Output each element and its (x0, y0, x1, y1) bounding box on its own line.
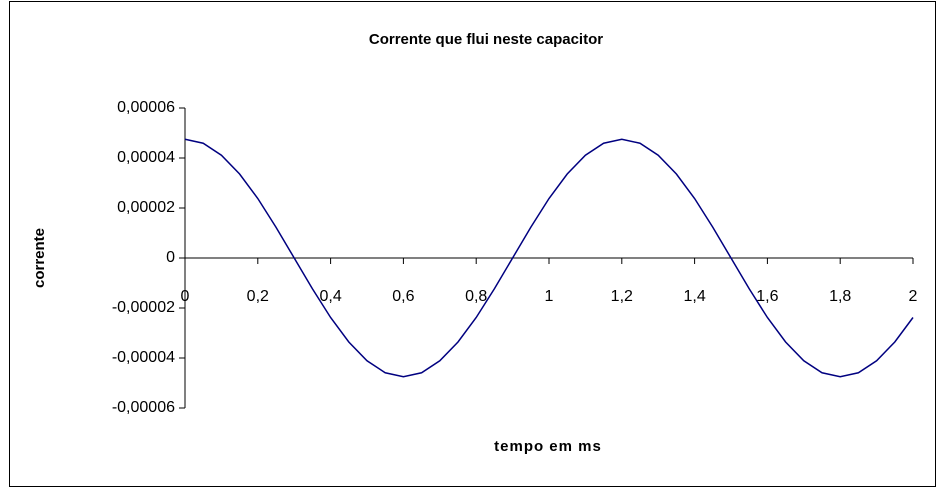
x-tick-label: 1,4 (683, 288, 705, 305)
y-axis-label: corrente (31, 228, 48, 288)
x-tick-label: 0 (181, 288, 190, 305)
y-tick-label: -0,00006 (112, 399, 175, 416)
x-tick-label: 0,2 (247, 288, 269, 305)
chart-title: Corrente que flui neste capacitor (369, 31, 603, 48)
line-series (184, 138, 914, 378)
chart-border (9, 1, 936, 487)
x-tick-label: 2 (909, 288, 918, 305)
x-tick-label: 0,8 (465, 288, 487, 305)
y-tick-label: 0,00002 (117, 199, 175, 216)
x-tick-label: 1,6 (756, 288, 778, 305)
x-tick-label: 1,8 (829, 288, 851, 305)
x-tick-label: 0,6 (392, 288, 414, 305)
x-tick-label: 1,2 (611, 288, 633, 305)
y-tick-label: 0,00006 (117, 99, 175, 116)
y-tick-label: -0,00004 (112, 349, 175, 366)
y-tick-label: 0,00004 (117, 149, 175, 166)
x-tick-label: 0,4 (319, 288, 341, 305)
y-tick-label: -0,00002 (112, 299, 175, 316)
y-tick-label: 0 (166, 249, 175, 266)
x-axis-label: tempo em ms (494, 438, 602, 455)
x-tick-label: 1 (545, 288, 554, 305)
